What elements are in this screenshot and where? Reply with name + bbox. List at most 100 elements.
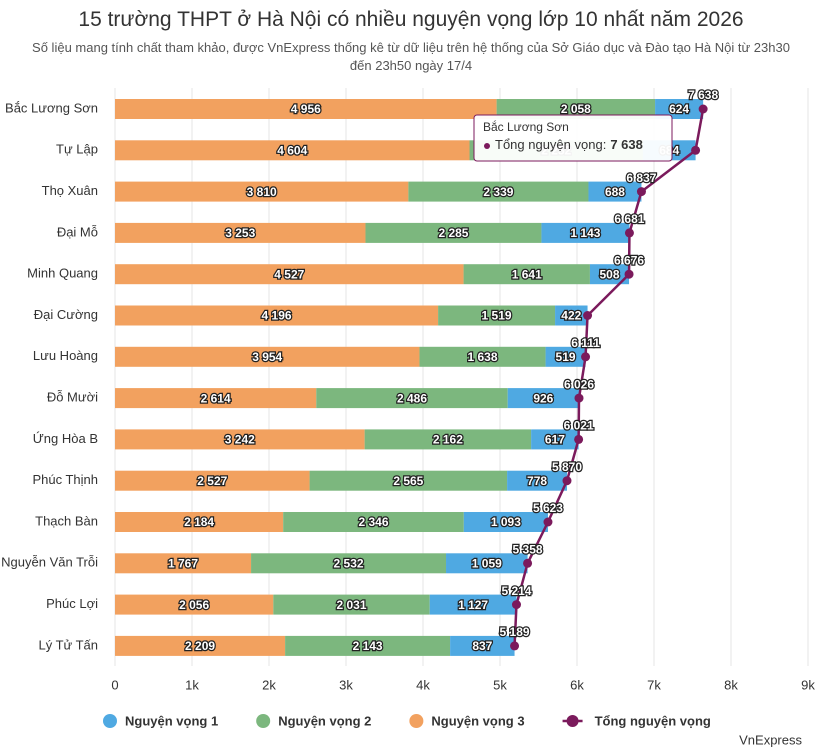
bar <box>364 429 532 450</box>
legend-item[interactable]: Tổng nguyện vọng <box>562 713 711 728</box>
bar-label: 1 127 <box>458 598 488 612</box>
bar-label: 4 604 <box>277 143 307 157</box>
chart-title: 15 trường THPT ở Hà Nội có nhiều nguyện … <box>78 8 744 31</box>
total-point <box>636 187 646 197</box>
y-tick-label: Đại Cường <box>34 307 98 322</box>
bar <box>115 388 317 409</box>
total-point <box>511 600 521 610</box>
total-label: 7 638 <box>688 88 718 102</box>
tooltip-label: Tổng nguyện vọng: <box>495 137 606 152</box>
y-tick-label: Thạch Bàn <box>35 513 98 528</box>
bar-label: 2 346 <box>358 515 388 529</box>
bar <box>463 512 548 532</box>
y-tick-label: Ứng Hòa B <box>33 431 98 446</box>
total-point <box>562 476 572 486</box>
source: VnExpress <box>739 732 802 747</box>
bar <box>446 553 528 574</box>
total-label: 6 681 <box>614 212 644 226</box>
total-point <box>523 558 533 568</box>
bar-label: 1 143 <box>570 226 600 240</box>
bar <box>545 346 586 367</box>
bar <box>463 264 590 285</box>
bar-label: 2 056 <box>179 598 209 612</box>
bar-label: 2 565 <box>393 474 423 488</box>
x-tick-label: 0 <box>111 677 118 692</box>
legend-label: Nguyện vọng 3 <box>431 713 524 728</box>
bar <box>115 222 366 243</box>
bar-label: 2 614 <box>201 391 231 405</box>
total-point <box>581 352 591 362</box>
bar <box>507 388 580 409</box>
bar <box>555 305 588 326</box>
y-tick-label: Minh Quang <box>27 266 98 281</box>
bar-label: 4 956 <box>291 102 321 116</box>
total-label: 5 358 <box>513 542 543 556</box>
bar <box>507 470 567 491</box>
tooltip-text: Tổng nguyện vọng: 7 638 <box>495 137 643 152</box>
bar <box>115 635 286 656</box>
total-point <box>574 393 584 403</box>
bar <box>365 222 542 243</box>
bar <box>438 305 556 326</box>
legend-symbol <box>566 715 579 727</box>
bar-label: 926 <box>533 391 553 405</box>
bar-label: 3 253 <box>225 226 255 240</box>
bar-label: 519 <box>556 350 576 364</box>
bar-label: 1 641 <box>512 267 542 281</box>
bar-label: 1 093 <box>491 515 521 529</box>
total-point <box>583 311 593 320</box>
bar-label: 837 <box>472 639 492 653</box>
bar-label: 1 519 <box>482 309 512 323</box>
tooltip-dot <box>484 143 490 149</box>
y-tick-label: Lưu Hoàng <box>33 348 98 363</box>
bar-label: 2 339 <box>483 185 513 199</box>
bar <box>283 512 464 532</box>
total-point <box>624 228 634 238</box>
x-tick-label: 6k <box>570 677 584 692</box>
bar-label: 3 810 <box>247 185 277 199</box>
legend-item[interactable]: Nguyện vọng 2 <box>256 713 371 728</box>
x-tick-label: 8k <box>724 677 738 692</box>
bar-label: 2 527 <box>197 474 227 488</box>
y-tick-label: Tự Lập <box>56 142 98 157</box>
x-tick-label: 3k <box>339 677 353 692</box>
total-label: 5 214 <box>501 584 531 598</box>
bar <box>541 222 630 243</box>
legend-label: Tổng nguyện vọng <box>595 713 711 728</box>
tooltip-value: 7 638 <box>610 137 643 152</box>
bar <box>588 181 642 202</box>
x-tick-label: 7k <box>647 677 661 692</box>
bar <box>589 264 630 285</box>
bar-label: 688 <box>605 185 625 199</box>
bar <box>115 181 409 202</box>
legend-item[interactable]: Nguyện vọng 1 <box>103 713 218 728</box>
bar-label: 2 285 <box>438 226 468 240</box>
total-point <box>574 434 584 444</box>
bar-label: 2 031 <box>336 598 366 612</box>
total-point <box>691 145 701 155</box>
bar-label: 1 638 <box>468 350 498 364</box>
y-tick-label: Bắc Lương Sơn <box>5 100 98 115</box>
bar <box>115 140 470 161</box>
total-label: 6 026 <box>564 377 594 391</box>
bar-label: 1 059 <box>472 556 502 570</box>
bar-label: 2 209 <box>185 639 215 653</box>
legend-item[interactable]: Nguyện vọng 3 <box>409 713 525 728</box>
legend-symbol <box>256 714 271 728</box>
tooltip-title: Bắc Lương Sơn <box>483 119 569 134</box>
bar-label: 778 <box>527 474 547 488</box>
bar <box>316 388 508 409</box>
bar <box>115 346 420 367</box>
total-point <box>510 641 520 651</box>
bar <box>115 553 252 574</box>
line-layer: 7 638 6 837 6 681 6 676 6 111 6 026 6 021 5 870… <box>498 87 720 651</box>
legend-symbol <box>103 714 117 728</box>
bar <box>309 470 508 491</box>
y-tick-label: Đại Mỗ <box>57 224 98 239</box>
bar-label: 3 954 <box>252 350 282 364</box>
bar-label: 617 <box>545 433 565 447</box>
bar-label: 1 767 <box>168 556 198 570</box>
total-label: 6 021 <box>564 419 594 433</box>
